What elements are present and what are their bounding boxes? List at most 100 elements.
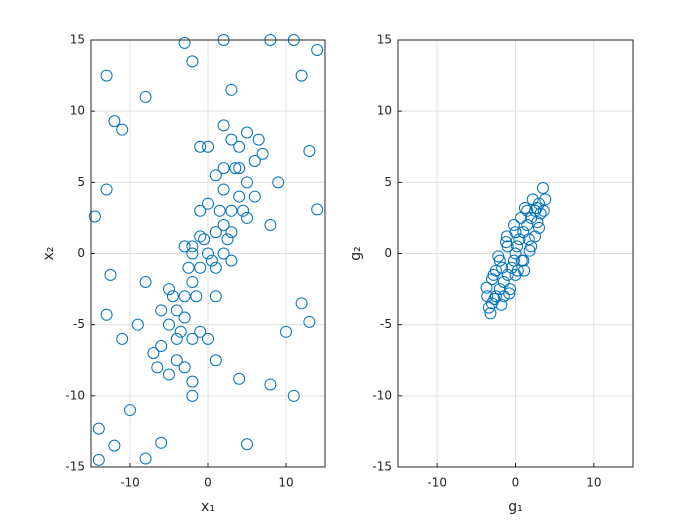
point [295,297,308,310]
point [248,190,261,203]
point [202,197,214,210]
point [194,140,207,153]
x-tick-label: 0 [512,476,520,490]
point [108,439,121,452]
point [202,140,214,153]
y-axis-label: x₂ [41,247,57,261]
axes-box [90,39,326,468]
point [233,190,246,203]
point [178,240,191,253]
point [108,115,121,128]
point [116,332,129,345]
y-tick-label: 10 [377,104,392,118]
point [170,354,183,367]
point [287,389,300,402]
x-tick-label: 10 [586,476,601,490]
point [100,69,113,82]
point [225,254,238,267]
point [489,264,502,277]
point [497,275,510,288]
point [241,211,253,224]
point [225,226,238,239]
y-tick-label: -5 [73,317,85,331]
point [480,281,493,294]
point [521,204,534,217]
point [194,261,207,274]
point [303,145,316,158]
y-tick-label: -15 [372,460,392,474]
point [311,203,324,216]
x-tick-label: -10 [120,476,140,490]
point [481,290,494,303]
point [241,438,253,451]
x-axis-label: x₁ [201,499,215,515]
y-tick-label: 10 [70,104,85,118]
point [500,230,513,243]
point [186,332,199,345]
y-axis-label: g₂ [348,246,364,261]
point [482,301,495,314]
axes-box [397,39,634,468]
point [229,162,242,175]
point [209,261,222,274]
point [213,204,226,217]
y-tick-label: 15 [377,33,392,47]
y-tick-label: -5 [380,317,392,331]
point [248,154,261,167]
point [139,90,152,103]
point [264,378,277,391]
point [202,332,214,345]
x-axis-label: g₁ [508,499,523,515]
point [233,372,246,385]
point [497,290,510,303]
point [217,119,230,132]
point [116,123,129,136]
point [488,293,501,306]
point [155,340,168,353]
point [531,216,544,229]
point [209,169,222,182]
point [178,290,191,303]
point [513,233,526,246]
point [522,233,535,246]
point [151,361,164,374]
point [209,354,222,367]
point [186,275,199,288]
point [178,361,191,374]
point [505,261,518,274]
point [194,204,207,217]
point [186,240,199,253]
y-tick-label: -10 [65,388,85,402]
point [225,133,238,146]
point [523,244,536,257]
point [503,287,516,300]
point [280,325,292,338]
x-tick-label: 10 [278,476,293,490]
y-tick-label: -15 [65,460,85,474]
point [194,230,207,243]
point [303,315,316,328]
point [492,250,505,263]
point [100,308,113,321]
point [518,264,531,277]
y-tick-label: 5 [77,175,85,189]
point [225,83,238,96]
point [100,183,113,196]
point [174,325,187,338]
point [537,204,550,217]
x-tick-label: 0 [204,476,212,490]
point [92,453,105,466]
point [163,368,175,381]
point [518,201,531,214]
point [311,43,324,56]
point [88,210,101,223]
point [163,283,175,296]
point [511,240,524,253]
point [209,290,222,303]
point [170,304,183,317]
point [489,290,502,303]
point [209,226,222,239]
point [241,176,253,189]
point [217,247,230,260]
point [194,325,207,338]
